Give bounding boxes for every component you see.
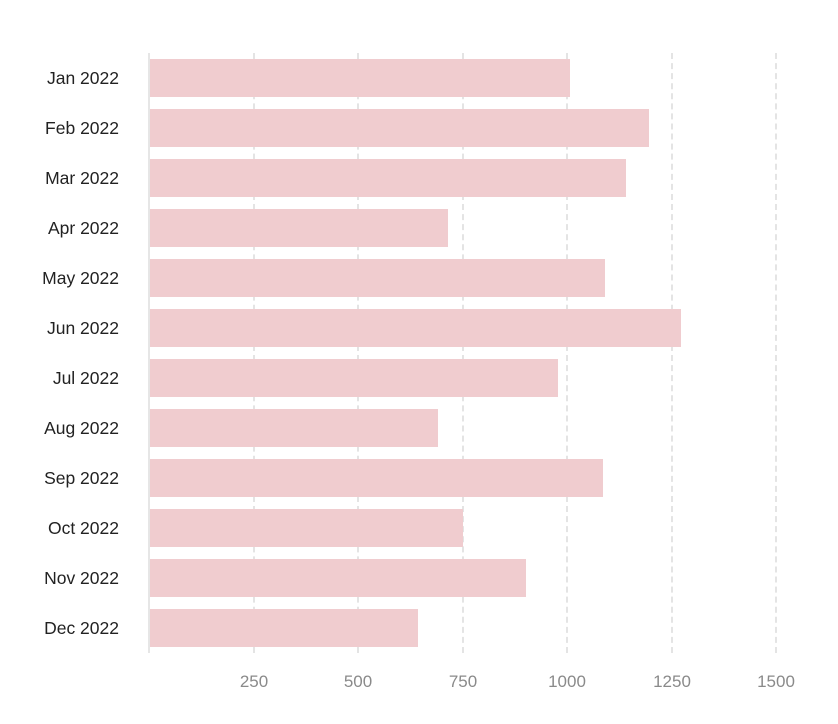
category-label: Feb 2022: [45, 118, 119, 138]
bar-dec-2022[interactable]: [149, 609, 418, 647]
category-label: Oct 2022: [47, 518, 119, 538]
bar-feb-2022[interactable]: [149, 109, 649, 147]
gridline-1250: [671, 53, 673, 653]
bar-nov-2022[interactable]: [149, 559, 526, 597]
category-label: Nov 2022: [44, 568, 119, 588]
category-label: Jan 2022: [46, 68, 119, 88]
gridline-250: [253, 53, 255, 653]
x-tick-label: 1500: [757, 672, 795, 691]
category-label: Dec 2022: [44, 618, 119, 638]
bar-jan-2022[interactable]: [149, 59, 570, 97]
category-label: May 2022: [42, 268, 119, 288]
bar-aug-2022[interactable]: [149, 409, 438, 447]
bar-mar-2022[interactable]: [149, 159, 626, 197]
bar-may-2022[interactable]: [149, 259, 605, 297]
x-tick-label: 1250: [653, 672, 691, 691]
bar-oct-2022[interactable]: [149, 509, 463, 547]
bar-jun-2022[interactable]: [149, 309, 681, 347]
gridline-750: [462, 53, 464, 653]
bar-jul-2022[interactable]: [149, 359, 558, 397]
category-label: Jul 2022: [52, 368, 119, 388]
category-label: Mar 2022: [45, 168, 119, 188]
bar-sep-2022[interactable]: [149, 459, 603, 497]
category-label: Jun 2022: [46, 318, 119, 338]
x-tick-label: 750: [448, 672, 478, 691]
gridline-1000: [566, 53, 568, 653]
category-label: Aug 2022: [44, 418, 119, 438]
bar-apr-2022[interactable]: [149, 209, 448, 247]
x-tick-label: 250: [239, 672, 269, 691]
x-tick-label: 500: [343, 672, 373, 691]
x-tick-label: 1000: [548, 672, 586, 691]
category-label: Sep 2022: [44, 468, 119, 488]
gridline-1500: [775, 53, 777, 653]
gridline-500: [357, 53, 359, 653]
y-axis-line: [148, 53, 150, 653]
category-label: Apr 2022: [47, 218, 119, 238]
